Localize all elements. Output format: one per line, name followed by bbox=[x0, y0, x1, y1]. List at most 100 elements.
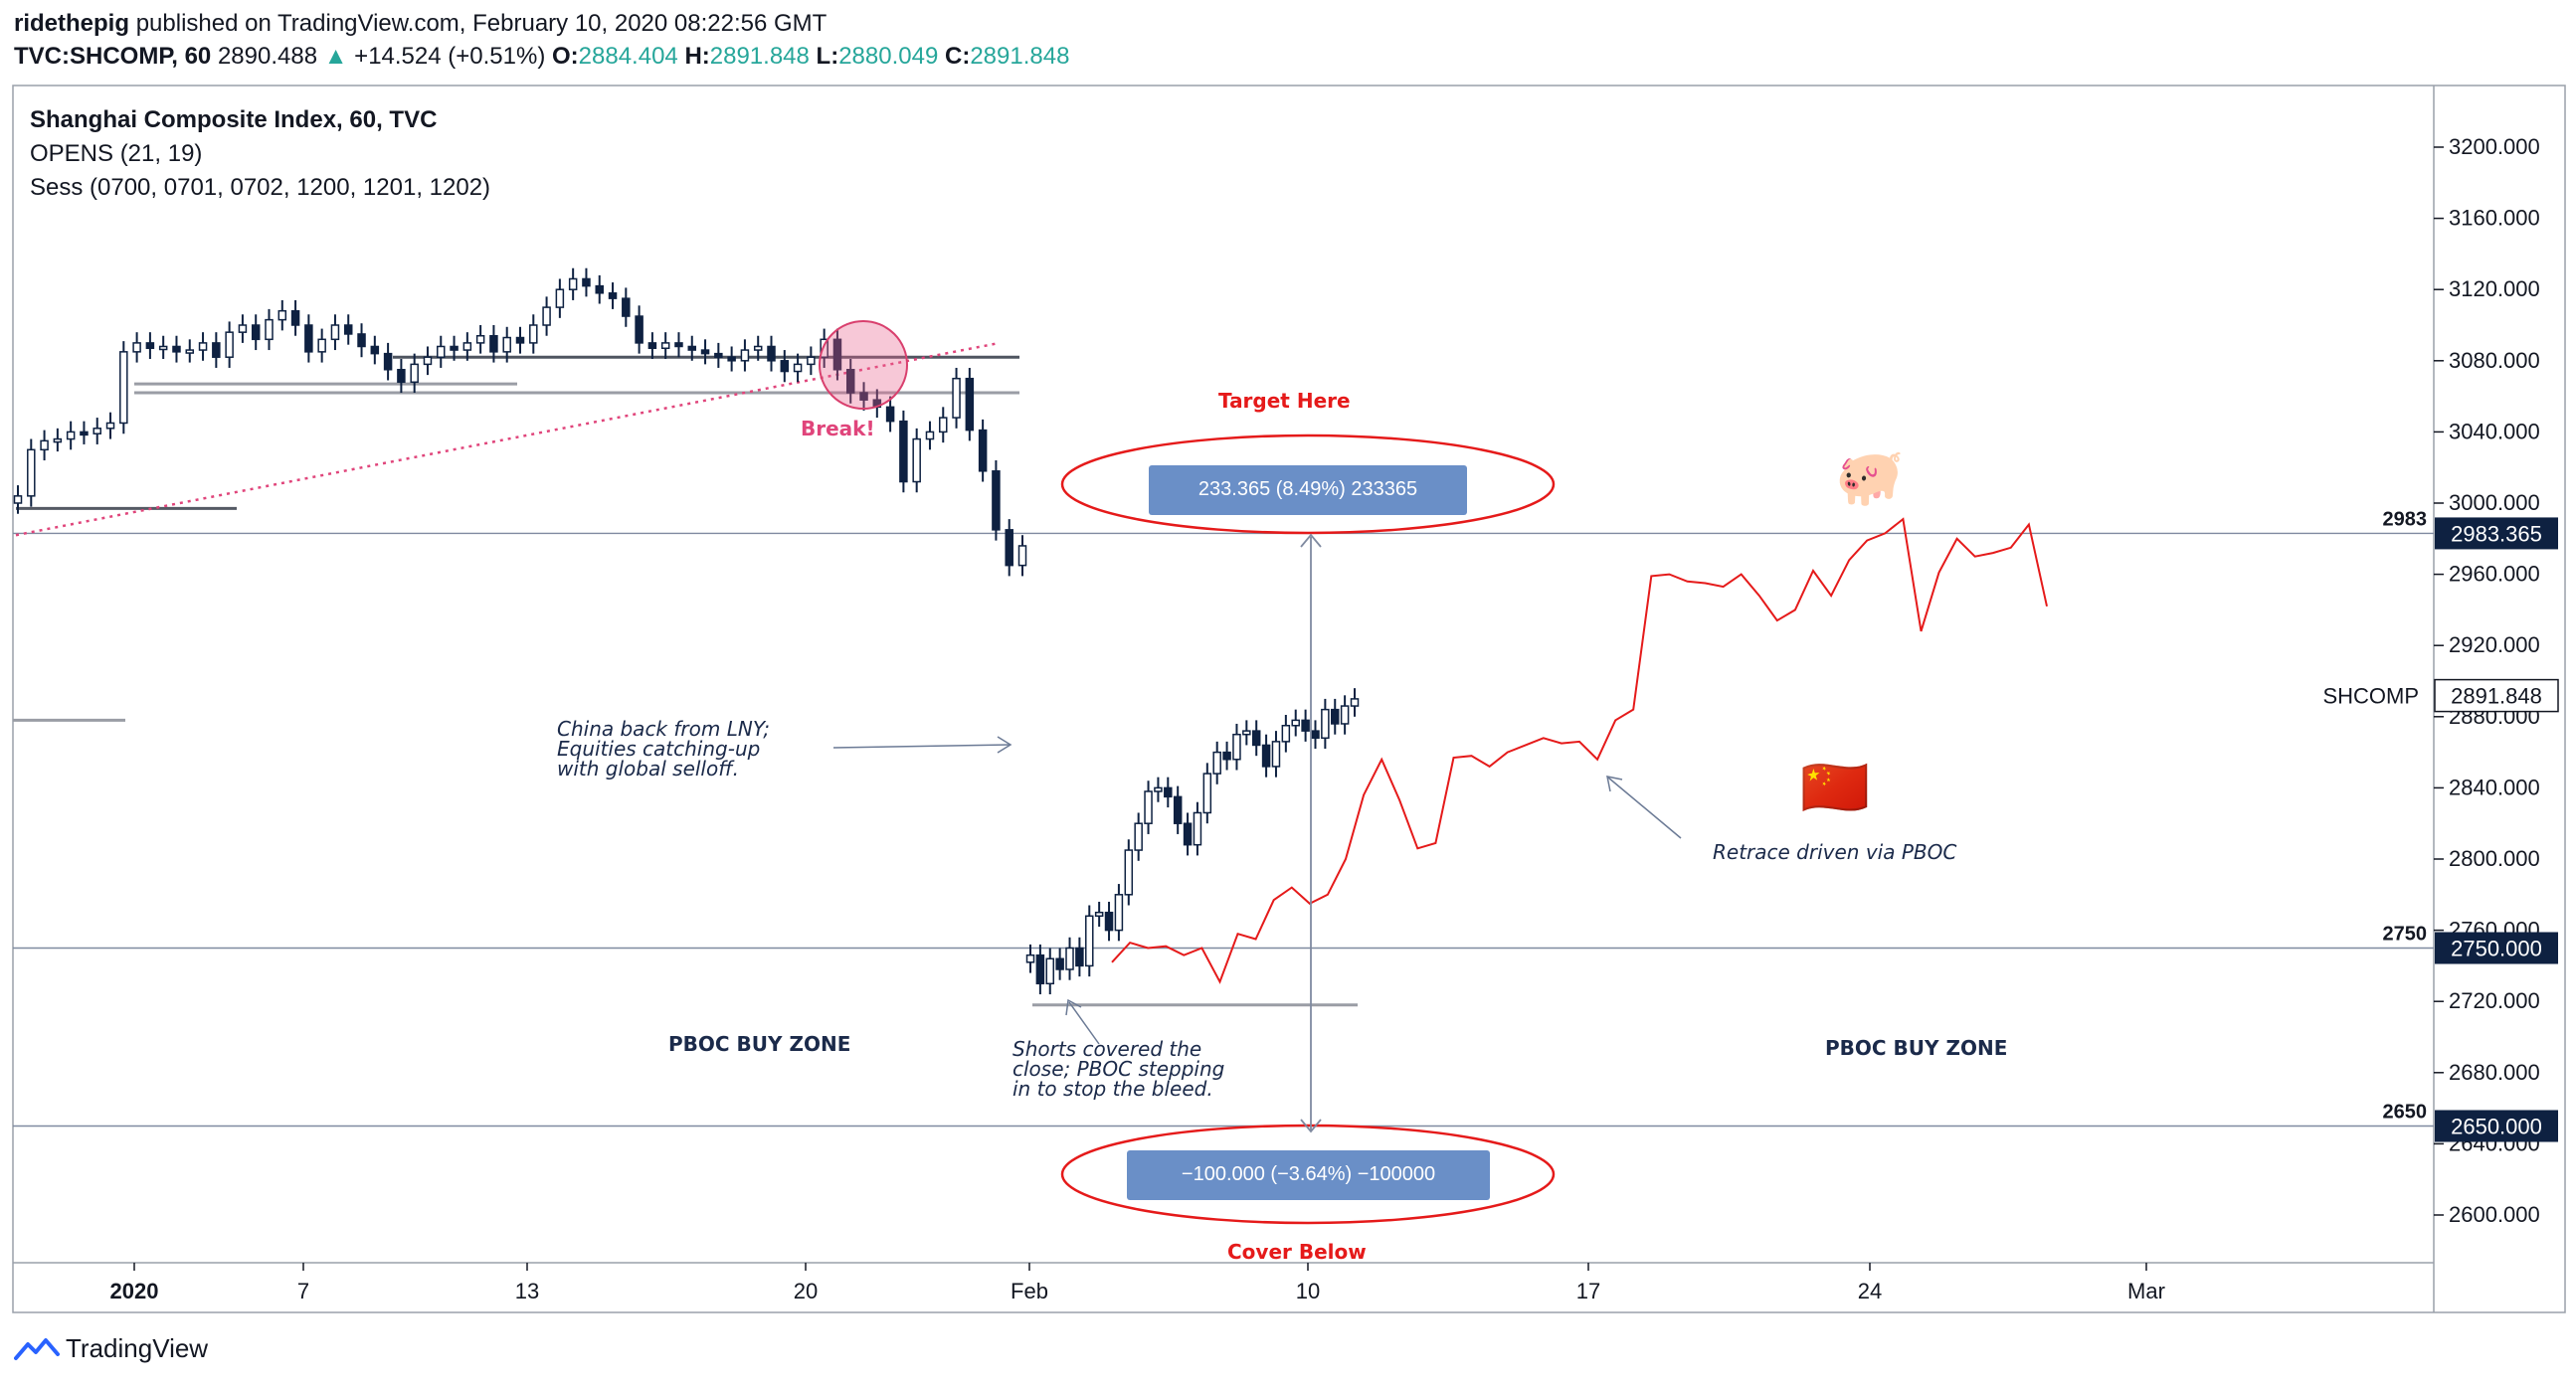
legend-opens: OPENS (21, 19) bbox=[30, 140, 203, 167]
candle bbox=[132, 342, 141, 353]
candle bbox=[1212, 751, 1221, 775]
candle bbox=[1173, 795, 1183, 824]
candle bbox=[859, 392, 868, 401]
candle bbox=[965, 377, 975, 432]
measure-down-box[interactable]: −100.000 (−3.64%) −100000 bbox=[1127, 1150, 1490, 1200]
y-tick-label: 3160.000 bbox=[2449, 206, 2540, 231]
candle bbox=[1261, 744, 1271, 768]
candle bbox=[608, 292, 618, 299]
candle bbox=[1124, 849, 1134, 896]
footer-brand[interactable]: TradingView bbox=[66, 1333, 209, 1363]
candle bbox=[383, 352, 393, 371]
level-price-tag-text: 2983.365 bbox=[2451, 521, 2542, 546]
up-arrow-icon: ▲ bbox=[323, 43, 348, 70]
candle bbox=[304, 324, 313, 353]
candle bbox=[595, 284, 604, 294]
candle bbox=[1350, 698, 1360, 707]
low-label: L: bbox=[816, 43, 839, 70]
level-price-tag bbox=[2435, 932, 2558, 964]
break-circle bbox=[819, 320, 908, 410]
open-value: 2884.404 bbox=[578, 43, 678, 70]
note-arrow-head-icon bbox=[1606, 776, 1623, 792]
last-price-symbol: SHCOMP bbox=[2322, 684, 2419, 709]
candle bbox=[952, 377, 961, 419]
candle bbox=[105, 422, 115, 430]
candle bbox=[357, 333, 366, 348]
level-price-tag-text: 2650.000 bbox=[2451, 1115, 2542, 1139]
candle bbox=[885, 406, 895, 423]
low-value: 2880.049 bbox=[838, 43, 939, 70]
candle bbox=[1202, 773, 1212, 814]
candle bbox=[1251, 730, 1261, 747]
candle bbox=[265, 318, 274, 341]
candle bbox=[1271, 741, 1281, 768]
x-tick-label: 20 bbox=[794, 1279, 818, 1303]
candle bbox=[410, 363, 419, 384]
candle bbox=[53, 437, 63, 443]
note-shorts-line: in to stop the bleed. bbox=[1012, 1077, 1213, 1101]
candle bbox=[330, 324, 340, 341]
candle bbox=[622, 297, 631, 317]
candle bbox=[555, 288, 565, 308]
y-tick-label: 2840.000 bbox=[2449, 775, 2540, 799]
y-tick-label: 3120.000 bbox=[2449, 276, 2540, 301]
note-shorts-line: Shorts covered the bbox=[1012, 1037, 1202, 1061]
projection-line bbox=[1111, 517, 2048, 984]
candle bbox=[992, 470, 1001, 531]
candle bbox=[700, 349, 710, 355]
candle bbox=[1055, 957, 1064, 970]
candle bbox=[277, 309, 287, 321]
candle bbox=[925, 431, 935, 440]
note-arrow-line bbox=[1607, 777, 1682, 839]
candle bbox=[939, 417, 948, 434]
candle bbox=[212, 342, 221, 358]
symbol: TVC:SHCOMP, 60 bbox=[14, 43, 212, 70]
candle bbox=[1311, 730, 1320, 740]
note-arrow-line bbox=[832, 744, 1011, 749]
measure-arrow-down-icon bbox=[1300, 1119, 1322, 1133]
measure-up-box[interactable]: 233.365 (8.49%) 233365 bbox=[1149, 465, 1467, 515]
candle bbox=[582, 277, 591, 287]
y-tick-label: 3080.000 bbox=[2449, 348, 2540, 373]
candle bbox=[119, 351, 128, 425]
candle bbox=[1193, 811, 1202, 846]
candle bbox=[978, 429, 988, 472]
measure-arrow-up-icon bbox=[1300, 533, 1322, 548]
candle bbox=[251, 324, 261, 341]
candle bbox=[899, 420, 908, 483]
candle bbox=[727, 356, 736, 362]
level-price-tag bbox=[2435, 1110, 2558, 1142]
note-lny-line: with global selloff. bbox=[557, 757, 740, 781]
break-label: Break! bbox=[801, 417, 875, 440]
candle bbox=[1144, 790, 1153, 824]
candle bbox=[198, 342, 208, 351]
level-label: 2983 bbox=[2383, 508, 2428, 530]
candle bbox=[475, 334, 485, 344]
x-tick-label: 17 bbox=[1576, 1279, 1600, 1303]
author[interactable]: ridethepig bbox=[14, 10, 130, 37]
candle bbox=[145, 342, 155, 350]
note-retrace: Retrace driven via PBOC bbox=[1713, 840, 1957, 864]
y-tick-label: 3200.000 bbox=[2449, 134, 2540, 159]
candle bbox=[450, 345, 459, 351]
open-label: O: bbox=[551, 43, 579, 70]
candle bbox=[1222, 751, 1231, 761]
candle bbox=[832, 338, 842, 371]
candle bbox=[1134, 822, 1143, 851]
candle bbox=[687, 345, 697, 351]
candle bbox=[317, 338, 326, 353]
candle bbox=[502, 336, 511, 353]
candle bbox=[225, 331, 234, 358]
y-tick-label: 2720.000 bbox=[2449, 988, 2540, 1013]
candle bbox=[462, 342, 472, 351]
candle bbox=[27, 448, 36, 497]
note-lny: China back from LNY; Equities catching-u… bbox=[557, 719, 770, 779]
candle bbox=[158, 345, 168, 351]
candle bbox=[1005, 529, 1013, 567]
last-price-tag bbox=[2434, 678, 2559, 713]
y-tick-label: 2800.000 bbox=[2449, 846, 2540, 871]
y-tick-label: 2680.000 bbox=[2449, 1060, 2540, 1085]
candle bbox=[1114, 894, 1124, 932]
candle bbox=[1321, 708, 1330, 740]
